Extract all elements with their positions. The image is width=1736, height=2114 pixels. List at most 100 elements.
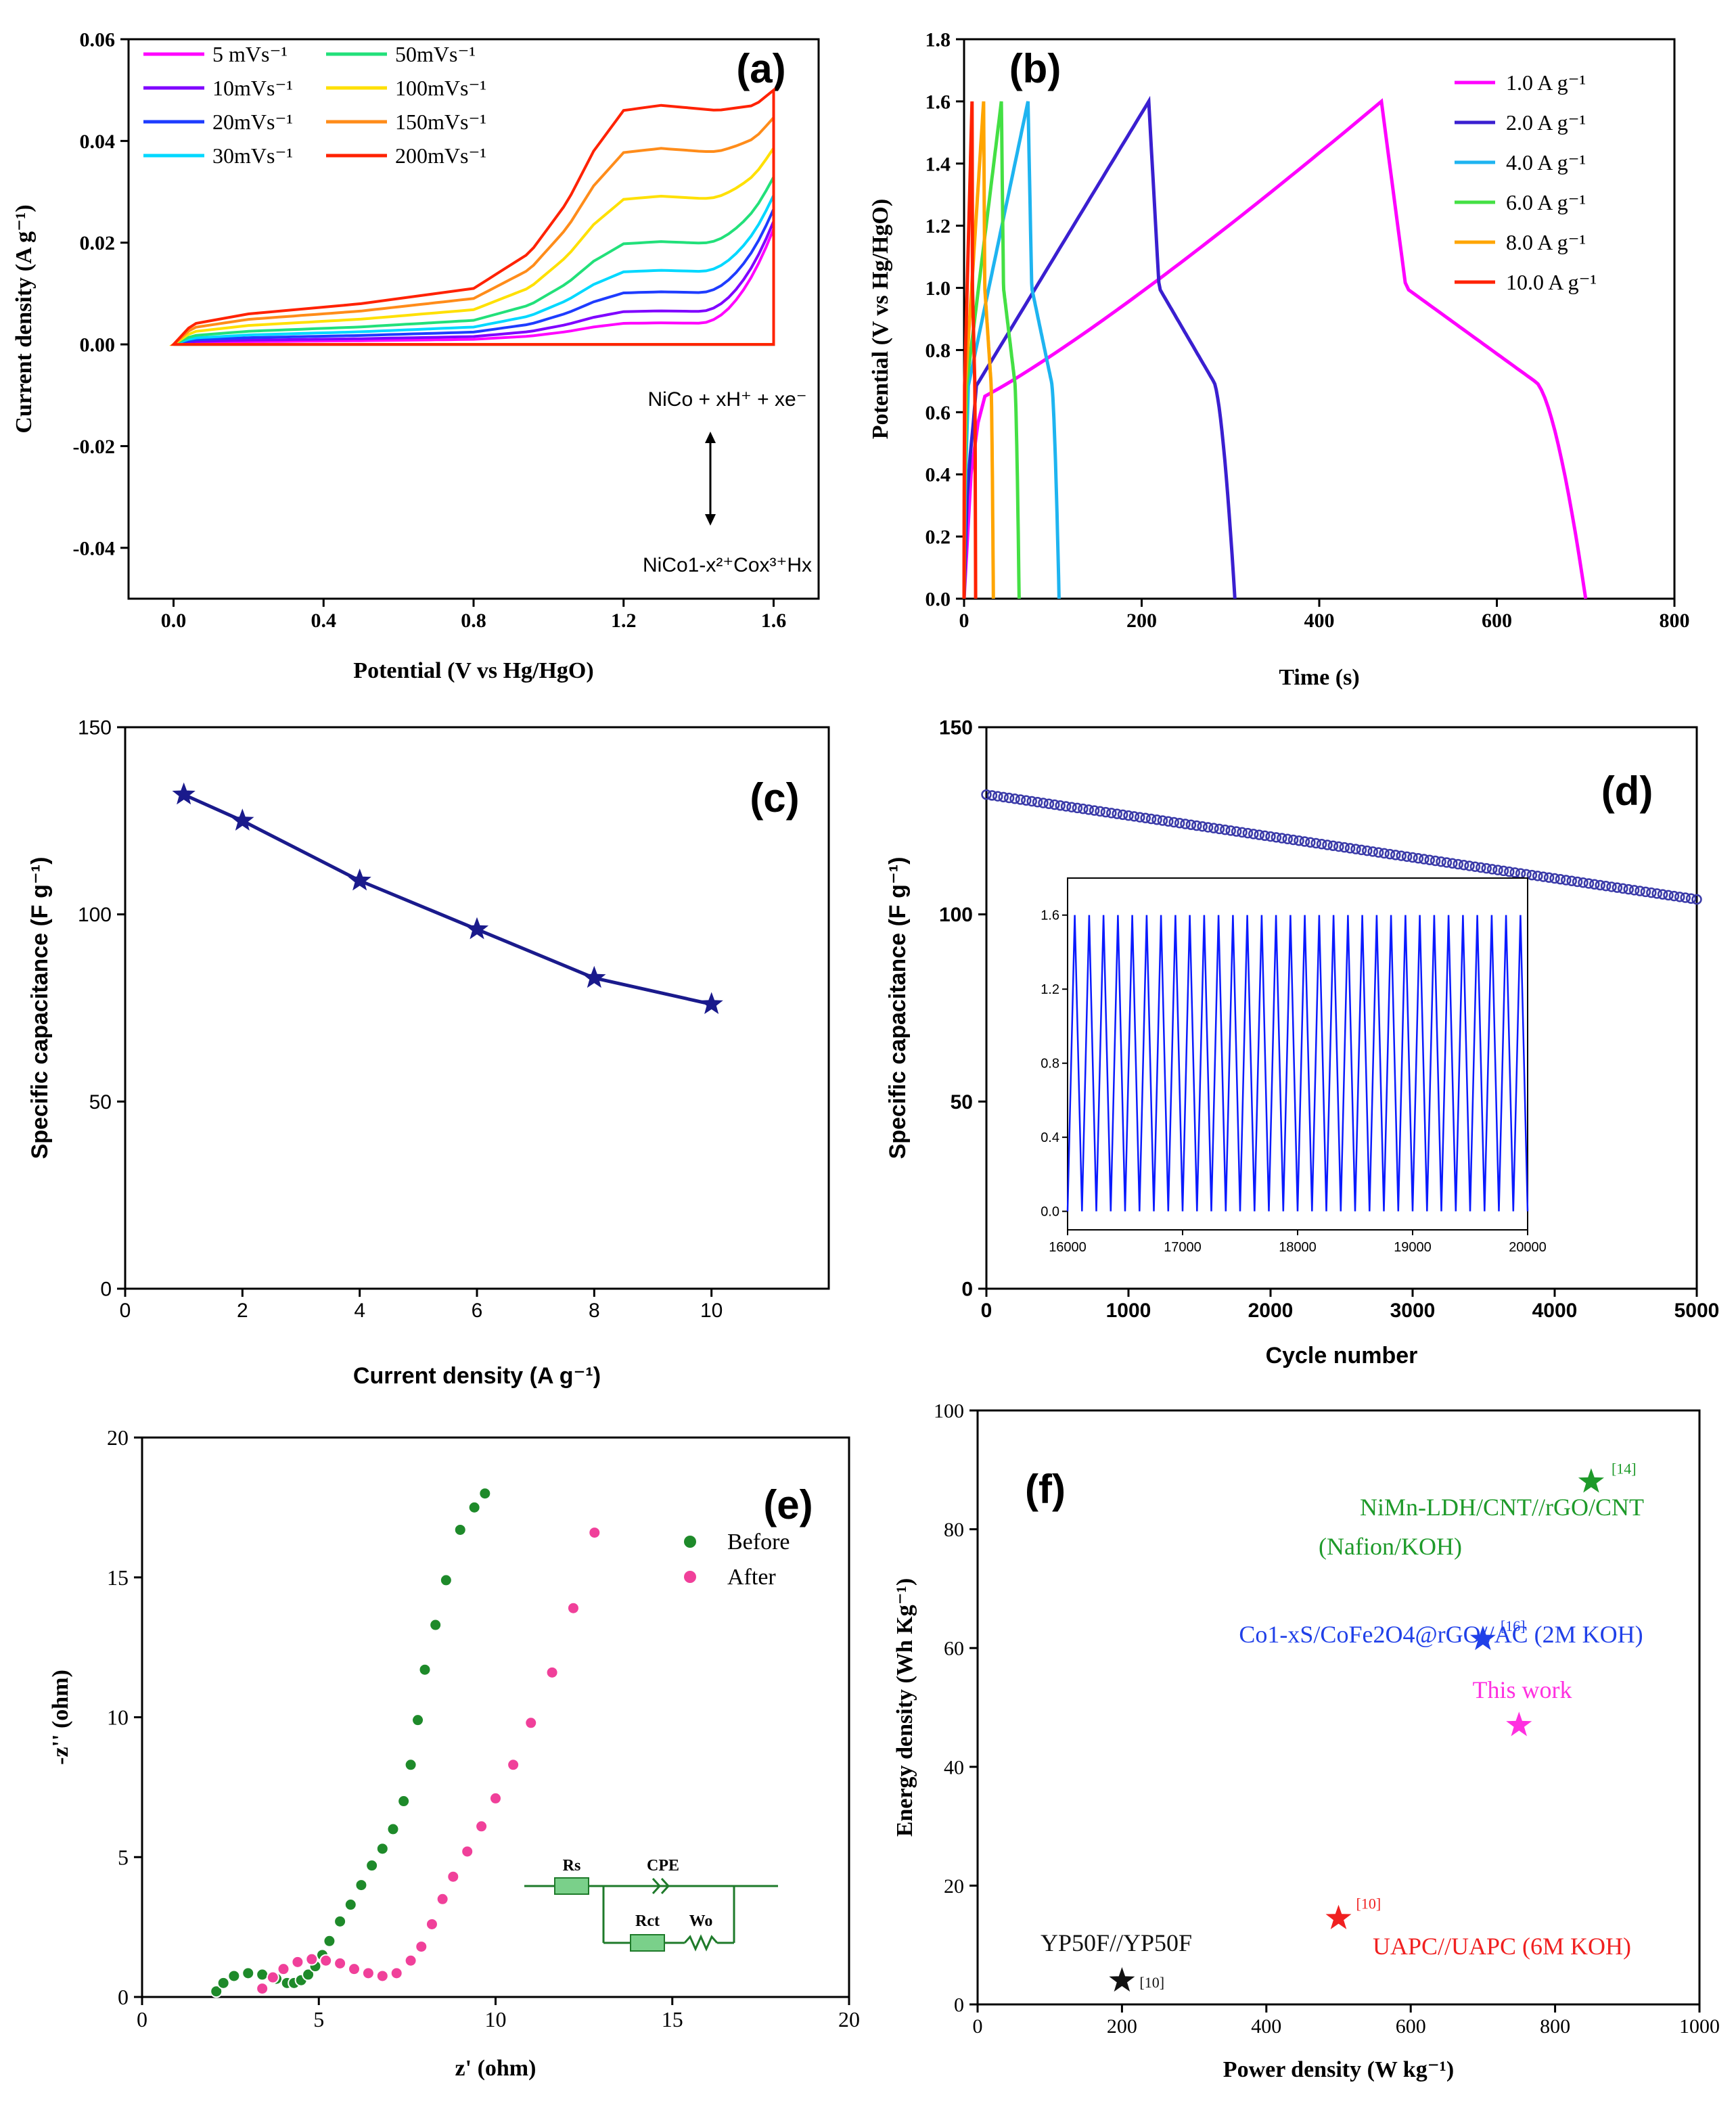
nyquist-point bbox=[227, 1969, 241, 1983]
x-tick-label: 3000 bbox=[1390, 1300, 1436, 1322]
cycle-points bbox=[981, 789, 1702, 905]
inset-gcd-wave bbox=[1066, 915, 1529, 1212]
y-tick-label: 0.2 bbox=[926, 526, 951, 549]
cycle-point bbox=[1430, 855, 1441, 867]
legend-marker bbox=[684, 1571, 696, 1583]
cycle-point bbox=[1419, 854, 1430, 865]
capacitance-point-3 bbox=[465, 917, 489, 940]
cycle-point bbox=[1538, 871, 1549, 882]
nyquist-point bbox=[291, 1955, 304, 1969]
y-tick-label: 0.00 bbox=[80, 334, 116, 357]
cycle-point bbox=[1362, 845, 1373, 856]
cycle-point bbox=[1123, 810, 1134, 821]
capacitance-point-2 bbox=[348, 868, 371, 891]
legend-label: 20mVs⁻¹ bbox=[212, 110, 293, 134]
legend-label: 10.0 A g⁻¹ bbox=[1506, 270, 1597, 294]
cycle-point bbox=[1128, 811, 1140, 822]
x-tick-label: 200 bbox=[1107, 2015, 1137, 2038]
x-tick-label: 20 bbox=[838, 2007, 860, 2031]
nyquist-point bbox=[425, 1917, 438, 1931]
cycle-point bbox=[1595, 879, 1605, 891]
inset-frame bbox=[1067, 877, 1528, 1231]
ragone-label: YP50F//YP50F bbox=[1041, 1929, 1192, 1956]
cycle-point bbox=[1367, 846, 1378, 857]
x-tick-label: 1000 bbox=[1679, 2015, 1720, 2038]
cycle-point bbox=[1646, 887, 1657, 898]
y-axis-label: Potential (V vs Hg/HgO) bbox=[868, 199, 893, 439]
resistor-rct bbox=[630, 1934, 665, 1952]
nyquist-point bbox=[439, 1573, 453, 1587]
cycle-point bbox=[1322, 840, 1333, 850]
cycle-point bbox=[1078, 803, 1089, 814]
nyquist-point bbox=[475, 1820, 488, 1833]
nyquist-point bbox=[436, 1892, 449, 1906]
cycle-point bbox=[1390, 850, 1401, 860]
x-tick-label: 800 bbox=[1540, 2015, 1570, 2038]
plot-frame bbox=[124, 726, 830, 1290]
ragone-point-0 bbox=[1578, 1468, 1604, 1493]
legend-label: Before bbox=[727, 1530, 790, 1555]
cv-series-5 bbox=[168, 143, 775, 346]
gcd-series-0 bbox=[962, 98, 1588, 599]
x-tick-label: 0.8 bbox=[461, 610, 486, 632]
cycle-point bbox=[1145, 813, 1157, 825]
cycle-point bbox=[1015, 794, 1026, 805]
inset-x-tick-label: 16000 bbox=[1049, 1240, 1087, 1255]
cycle-point bbox=[1294, 835, 1304, 846]
cycle-point bbox=[1628, 885, 1640, 896]
ragone-point-3 bbox=[1325, 1904, 1352, 1929]
nyquist-point bbox=[361, 1967, 375, 1980]
cycle-point bbox=[1344, 843, 1356, 854]
nyquist-point bbox=[524, 1716, 538, 1730]
nyquist-point bbox=[302, 1968, 315, 1981]
cycle-point bbox=[1401, 851, 1413, 863]
nyquist-point bbox=[588, 1526, 601, 1540]
cycle-point bbox=[1612, 882, 1623, 893]
x-tick-label: 600 bbox=[1396, 2015, 1426, 2038]
y-tick-label: 80 bbox=[944, 1519, 964, 1541]
legend-label: 200mVs⁻¹ bbox=[395, 143, 486, 168]
cycle-point bbox=[1259, 830, 1271, 842]
cycle-point bbox=[1436, 856, 1446, 867]
y-tick-label: 1.8 bbox=[926, 29, 951, 51]
y-tick-label: 0.6 bbox=[926, 402, 951, 424]
legend-label: 150mVs⁻¹ bbox=[395, 110, 486, 134]
x-tick-label: 2 bbox=[237, 1300, 248, 1322]
capacitance-point-5 bbox=[700, 992, 723, 1014]
cycle-point bbox=[986, 790, 998, 801]
cycle-point bbox=[1174, 817, 1185, 829]
cycle-point bbox=[1623, 883, 1634, 895]
x-tick-label: 15 bbox=[662, 2007, 683, 2031]
cycle-point bbox=[1458, 859, 1469, 871]
nyquist-point bbox=[415, 1940, 428, 1954]
nyquist-point bbox=[256, 1982, 269, 1996]
panel-a: 0.0 0.4 0.8 1.2 1.6 -0.04 -0.02 0.00 0.02 0.04 0.0… bbox=[12, 29, 820, 683]
cycle-point bbox=[1618, 883, 1628, 894]
x-tick-label: 10 bbox=[485, 2007, 507, 2031]
cycle-point bbox=[1083, 804, 1094, 815]
x-tick-label: 0 bbox=[137, 2007, 147, 2031]
cycle-point bbox=[1396, 850, 1407, 861]
cycle-point bbox=[1589, 879, 1600, 890]
circuit-label-cpe: CPE bbox=[647, 1857, 679, 1875]
y-tick-label: 100 bbox=[939, 904, 973, 926]
cycle-point bbox=[1168, 817, 1179, 828]
cycle-point bbox=[1327, 840, 1339, 851]
panel-label: (f) bbox=[1025, 1467, 1066, 1512]
y-tick-label: 0.8 bbox=[926, 340, 951, 362]
cycle-point bbox=[1356, 844, 1367, 856]
x-tick-label: 600 bbox=[1482, 610, 1512, 632]
nyquist-point bbox=[447, 1870, 460, 1883]
y-tick-label: 0 bbox=[118, 1985, 129, 2009]
legend: 5 mVs⁻¹ 10mVs⁻¹ 20mVs⁻¹ 30mVs⁻¹ 50mVs⁻¹ 100mV… bbox=[143, 42, 486, 168]
nyquist-point bbox=[545, 1665, 559, 1679]
inset-y-tick-label: 0.4 bbox=[1041, 1130, 1059, 1145]
legend-label: 1.0 A g⁻¹ bbox=[1506, 70, 1586, 95]
cycle-point bbox=[1543, 872, 1555, 883]
cycle-point bbox=[1532, 871, 1543, 881]
cycle-point bbox=[1316, 838, 1327, 850]
nyquist-point bbox=[266, 1971, 279, 1984]
cycle-point bbox=[1424, 854, 1435, 866]
